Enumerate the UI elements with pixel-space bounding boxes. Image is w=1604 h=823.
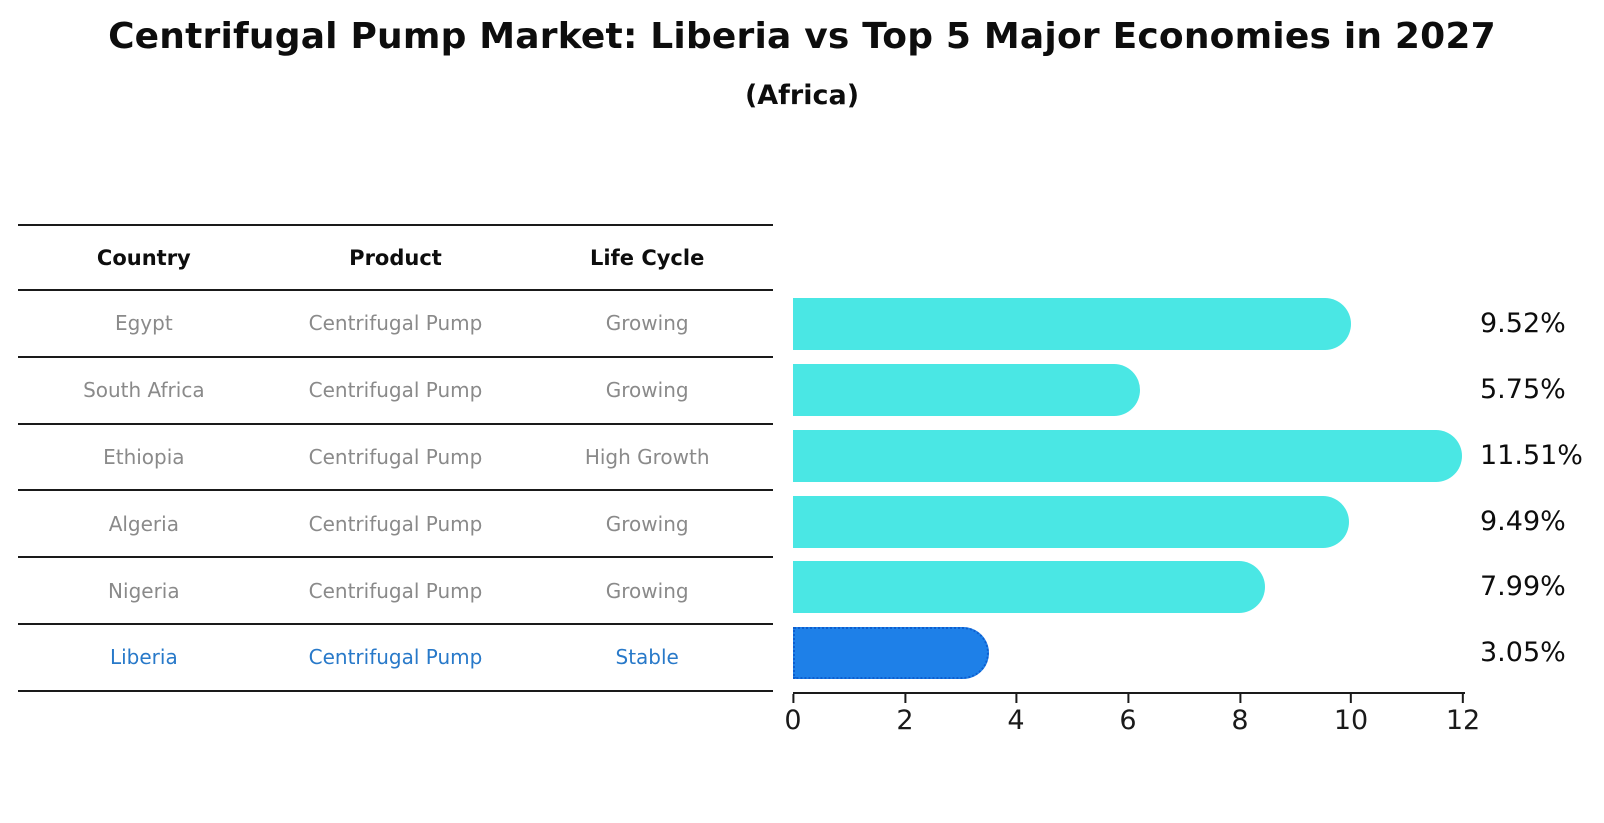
cell-country: South Africa bbox=[83, 378, 205, 403]
x-tick: 2 bbox=[896, 694, 914, 736]
bar-nigeria bbox=[793, 561, 1265, 613]
country-table: Country Product Life Cycle Egypt Centrif… bbox=[18, 224, 773, 692]
cell-product: Centrifugal Pump bbox=[308, 444, 483, 469]
column-header-product: Product bbox=[349, 245, 442, 270]
cell-life-cycle: High Growth bbox=[584, 444, 710, 469]
page-title: Centrifugal Pump Market: Liberia vs Top … bbox=[108, 16, 1496, 57]
cell-country: Egypt bbox=[114, 311, 173, 336]
cell-product: Centrifugal Pump bbox=[308, 645, 483, 670]
cell-product: Centrifugal Pump bbox=[308, 511, 483, 536]
cell-life-cycle: Stable bbox=[615, 645, 679, 670]
x-tick-label: 0 bbox=[784, 705, 802, 736]
cell-life-cycle: Growing bbox=[605, 378, 689, 403]
bar-value-label: 11.51% bbox=[1480, 440, 1583, 471]
x-tick-label: 12 bbox=[1445, 705, 1481, 736]
x-tick-label: 4 bbox=[1007, 705, 1025, 736]
table-row: Egypt Centrifugal Pump Growing bbox=[18, 291, 773, 358]
table-row: South Africa Centrifugal Pump Growing bbox=[18, 358, 773, 425]
column-header-country: Country bbox=[96, 245, 191, 270]
bar-value-label: 3.05% bbox=[1480, 637, 1566, 668]
x-tick: 0 bbox=[784, 694, 802, 736]
tick-mark bbox=[1127, 694, 1129, 703]
cell-life-cycle: Growing bbox=[605, 578, 689, 603]
x-tick-label: 10 bbox=[1333, 705, 1369, 736]
x-tick: 4 bbox=[1007, 694, 1025, 736]
x-axis-line bbox=[793, 692, 1465, 694]
bar-egypt bbox=[793, 298, 1351, 350]
table-row: Algeria Centrifugal Pump Growing bbox=[18, 491, 773, 559]
x-tick: 8 bbox=[1231, 694, 1249, 736]
cell-life-cycle: Growing bbox=[605, 511, 689, 536]
bar-value-label: 5.75% bbox=[1480, 374, 1566, 405]
cell-country: Ethiopia bbox=[103, 444, 185, 469]
cell-life-cycle: Growing bbox=[605, 311, 689, 336]
table-header-row: Country Product Life Cycle bbox=[18, 226, 773, 291]
cell-product: Centrifugal Pump bbox=[308, 578, 483, 603]
x-tick: 10 bbox=[1334, 694, 1368, 736]
tick-mark bbox=[1349, 694, 1352, 703]
tick-mark bbox=[792, 694, 794, 703]
x-tick-label: 6 bbox=[1119, 705, 1137, 736]
bar-value-label: 9.52% bbox=[1480, 308, 1566, 339]
table-row-liberia: Liberia Centrifugal Pump Stable bbox=[18, 625, 773, 692]
table-row: Ethiopia Centrifugal Pump High Growth bbox=[18, 425, 773, 492]
cell-country: Nigeria bbox=[108, 578, 180, 603]
bar-south-africa bbox=[793, 364, 1140, 416]
bar-algeria bbox=[793, 496, 1349, 548]
tick-mark bbox=[904, 694, 906, 703]
x-tick-label: 2 bbox=[896, 705, 914, 736]
cell-product: Centrifugal Pump bbox=[308, 378, 483, 403]
bar-value-label: 9.49% bbox=[1480, 506, 1566, 537]
x-tick-label: 8 bbox=[1231, 705, 1249, 736]
tick-mark bbox=[1015, 694, 1017, 703]
bar-liberia bbox=[793, 627, 989, 679]
x-tick: 12 bbox=[1446, 694, 1480, 736]
x-tick: 6 bbox=[1119, 694, 1137, 736]
cell-product: Centrifugal Pump bbox=[308, 311, 483, 336]
cell-country: Algeria bbox=[108, 511, 179, 536]
tick-mark bbox=[1239, 694, 1241, 703]
table-row: Nigeria Centrifugal Pump Growing bbox=[18, 558, 773, 625]
column-header-life-cycle: Life Cycle bbox=[590, 245, 705, 270]
page-subtitle: (Africa) bbox=[744, 80, 860, 111]
bar-ethiopia bbox=[793, 430, 1462, 482]
tick-mark bbox=[1461, 694, 1464, 703]
cell-country: Liberia bbox=[109, 645, 178, 670]
bar-value-label: 7.99% bbox=[1480, 571, 1566, 602]
